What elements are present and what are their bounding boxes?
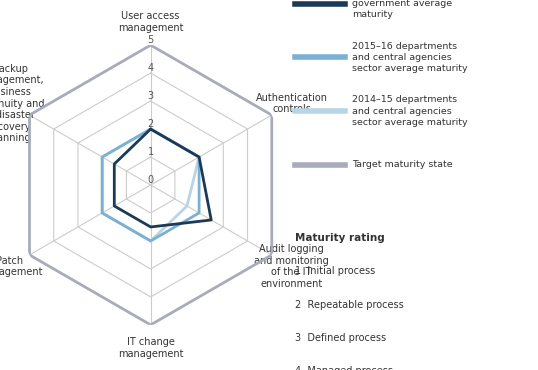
Text: Maturity rating: Maturity rating bbox=[295, 233, 385, 243]
Text: 2: 2 bbox=[147, 119, 154, 129]
Text: 4  Managed process: 4 Managed process bbox=[295, 366, 393, 370]
Text: 5: 5 bbox=[147, 35, 154, 45]
Text: Target maturity state: Target maturity state bbox=[352, 160, 453, 169]
Text: 0: 0 bbox=[147, 175, 154, 185]
Text: 1: 1 bbox=[147, 147, 154, 157]
Text: 2  Repeatable process: 2 Repeatable process bbox=[295, 300, 404, 310]
Text: 2015–16 whole-of-
government average
maturity: 2015–16 whole-of- government average mat… bbox=[352, 0, 452, 19]
Text: 2015–16 departments
and central agencies
sector average maturity: 2015–16 departments and central agencies… bbox=[352, 42, 468, 73]
Text: 4: 4 bbox=[147, 63, 154, 73]
Text: 1  Initial process: 1 Initial process bbox=[295, 266, 376, 276]
Text: 2014–15 departments
and central agencies
sector average maturity: 2014–15 departments and central agencies… bbox=[352, 95, 468, 127]
Text: 3  Defined process: 3 Defined process bbox=[295, 333, 387, 343]
Text: 3: 3 bbox=[147, 91, 154, 101]
